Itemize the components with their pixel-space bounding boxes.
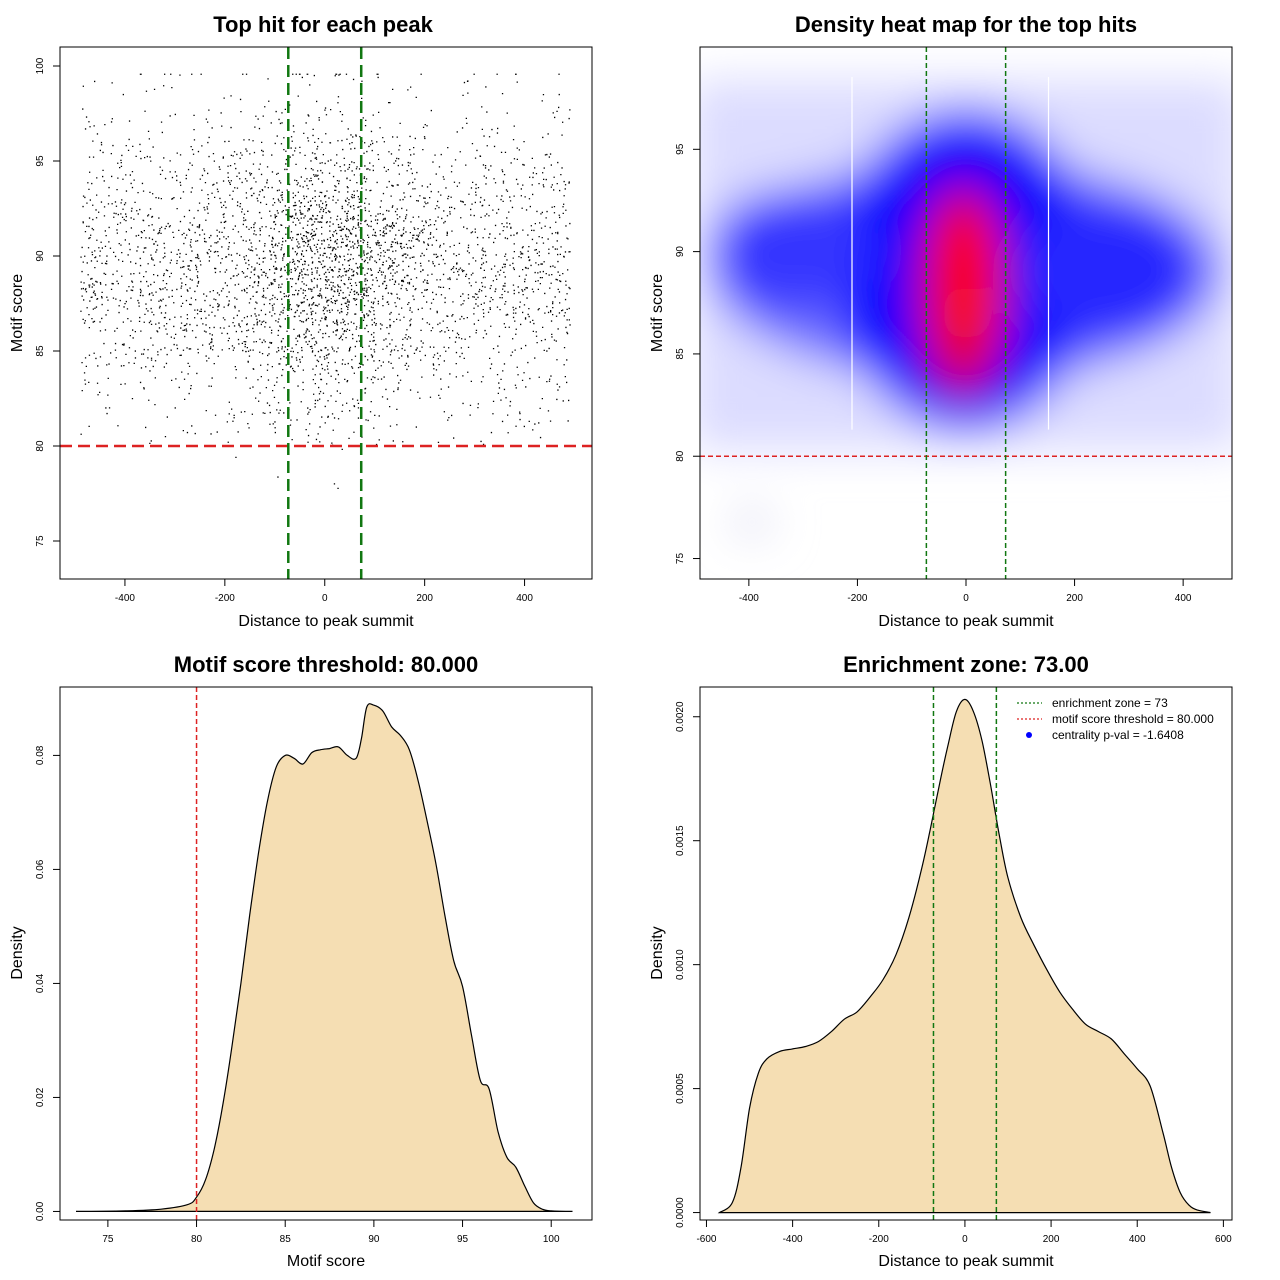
distance-density-x-label: Distance to peak summit bbox=[878, 1253, 1054, 1270]
panel-distance-density: Enrichment zone: 73.00 -600 -400 -200 0 200 4… bbox=[649, 652, 1233, 1270]
legend-label-enrichment-zone: enrichment zone = 73 bbox=[1052, 696, 1168, 710]
score-density-title: Motif score threshold: 80.000 bbox=[174, 652, 478, 677]
distance-density-y-axis: 0.0000 0.0005 0.0010 0.0015 0.0020 bbox=[675, 701, 701, 1228]
distance-density-x-tick-label: -200 bbox=[869, 1234, 889, 1245]
score-density-y-tick-label: 0.00 bbox=[35, 1201, 46, 1221]
heatmap-x-axis: -400 -200 0 200 400 bbox=[739, 578, 1192, 604]
heatmap-y-label: Motif score bbox=[649, 274, 666, 352]
scatter-y-axis: 75 80 85 90 95 100 bbox=[35, 57, 61, 547]
score-density-y-tick-label: 0.04 bbox=[35, 973, 46, 993]
heatmap-title: Density heat map for the top hits bbox=[795, 12, 1137, 37]
scatter-y-tick-label: 75 bbox=[35, 535, 46, 547]
panel-scatter: Top hit for each peak -400 -200 0 200 400 75… bbox=[9, 12, 593, 630]
scatter-x-tick-label: 0 bbox=[322, 593, 328, 604]
score-density-x-tick-label: 75 bbox=[102, 1234, 114, 1245]
panel-score-density: Motif score threshold: 80.000 75 80 85 90 95… bbox=[9, 652, 593, 1270]
heatmap-y-tick-label: 80 bbox=[675, 450, 686, 462]
score-density-y-label: Density bbox=[9, 926, 26, 979]
scatter-y-tick-label: 90 bbox=[35, 250, 46, 262]
distance-density-y-tick-label: 0.0000 bbox=[675, 1197, 686, 1228]
heatmap-x-tick-label: 0 bbox=[963, 593, 969, 604]
distance-density-x-tick-label: 0 bbox=[962, 1234, 968, 1245]
distance-density-x-tick-label: 600 bbox=[1215, 1234, 1232, 1245]
heatmap-y-tick-label: 85 bbox=[675, 348, 686, 360]
heatmap-faint-spot bbox=[730, 506, 774, 538]
scatter-x-tick-label: 400 bbox=[516, 593, 533, 604]
score-density-y-tick-label: 0.08 bbox=[35, 745, 46, 765]
distance-density-y-tick-label: 0.0010 bbox=[675, 949, 686, 980]
distance-density-title: Enrichment zone: 73.00 bbox=[843, 652, 1089, 677]
score-density-x-tick-label: 80 bbox=[191, 1234, 203, 1245]
distance-density-x-tick-label: 200 bbox=[1043, 1234, 1060, 1245]
distance-density-x-tick-label: -400 bbox=[783, 1234, 803, 1245]
scatter-x-label: Distance to peak summit bbox=[238, 613, 414, 630]
heatmap-hotspot-high bbox=[940, 283, 992, 343]
legend-swatch-centrality bbox=[1026, 732, 1032, 738]
score-density-y-tick-label: 0.02 bbox=[35, 1087, 46, 1107]
score-density-x-tick-label: 100 bbox=[543, 1234, 560, 1245]
heatmap-blue-left bbox=[710, 190, 870, 310]
distance-density-x-tick-label: -600 bbox=[696, 1234, 716, 1245]
score-density-x-tick-label: 90 bbox=[368, 1234, 380, 1245]
scatter-x-axis: -400 -200 0 200 400 bbox=[115, 578, 533, 604]
score-density-x-tick-label: 95 bbox=[457, 1234, 469, 1245]
heatmap-blue-right bbox=[1020, 200, 1200, 340]
distance-density-area bbox=[717, 698, 1211, 1214]
scatter-x-tick-label: 200 bbox=[416, 593, 433, 604]
heatmap-y-tick-label: 95 bbox=[675, 143, 686, 155]
distance-density-reference-lines bbox=[932, 687, 998, 1220]
heatmap-x-tick-label: 400 bbox=[1175, 593, 1192, 604]
heatmap-y-axis: 75 80 85 90 95 bbox=[675, 143, 701, 565]
distance-density-y-tick-label: 0.0015 bbox=[675, 825, 686, 856]
panel-heatmap: Density heat map for the top hits -400 -2… bbox=[649, 12, 1233, 630]
scatter-y-tick-label: 85 bbox=[35, 345, 46, 357]
scatter-x-tick-label: -200 bbox=[215, 593, 235, 604]
distance-density-y-tick-label: 0.0005 bbox=[675, 1073, 686, 1104]
scatter-reference-lines bbox=[60, 47, 592, 579]
score-density-x-tick-label: 85 bbox=[280, 1234, 292, 1245]
legend: enrichment zone = 73 motif score thresho… bbox=[1017, 696, 1214, 742]
scatter-title: Top hit for each peak bbox=[213, 12, 433, 37]
scatter-y-tick-label: 100 bbox=[35, 57, 46, 74]
scatter-y-label: Motif score bbox=[9, 274, 26, 352]
score-density-y-tick-label: 0.06 bbox=[35, 859, 46, 879]
scatter-plot-frame bbox=[59, 46, 593, 580]
scatter-x-tick-label: -400 bbox=[115, 593, 135, 604]
legend-label-threshold: motif score threshold = 80.000 bbox=[1052, 712, 1214, 726]
scatter-y-tick-label: 80 bbox=[35, 440, 46, 452]
legend-label-centrality: centrality p-val = -1.6408 bbox=[1052, 728, 1184, 742]
score-density-y-axis: 0.00 0.02 0.04 0.06 0.08 bbox=[35, 745, 61, 1221]
heatmap-x-tick-label: 200 bbox=[1066, 593, 1083, 604]
scatter-point-cloud bbox=[80, 73, 571, 489]
distance-density-y-tick-label: 0.0020 bbox=[675, 701, 686, 732]
score-density-area bbox=[75, 703, 573, 1212]
distance-density-x-axis: -600 -400 -200 0 200 400 600 bbox=[696, 1219, 1232, 1245]
scatter-points bbox=[80, 73, 571, 489]
heatmap-area bbox=[700, 47, 1232, 579]
heatmap-y-tick-label: 75 bbox=[675, 553, 686, 565]
scatter-y-tick-label: 95 bbox=[35, 155, 46, 167]
distance-density-y-label: Density bbox=[649, 926, 666, 979]
score-density-x-axis: 75 80 85 90 95 100 bbox=[102, 1219, 560, 1245]
heatmap-reference-lines bbox=[700, 47, 1232, 579]
heatmap-x-label: Distance to peak summit bbox=[878, 613, 1054, 630]
heatmap-x-tick-label: -200 bbox=[847, 593, 867, 604]
distance-density-x-tick-label: 400 bbox=[1129, 1234, 1146, 1245]
heatmap-y-tick-label: 90 bbox=[675, 246, 686, 258]
heatmap-x-tick-label: -400 bbox=[739, 593, 759, 604]
heatmap-hotspot-max bbox=[938, 211, 994, 292]
score-density-x-label: Motif score bbox=[287, 1253, 365, 1270]
